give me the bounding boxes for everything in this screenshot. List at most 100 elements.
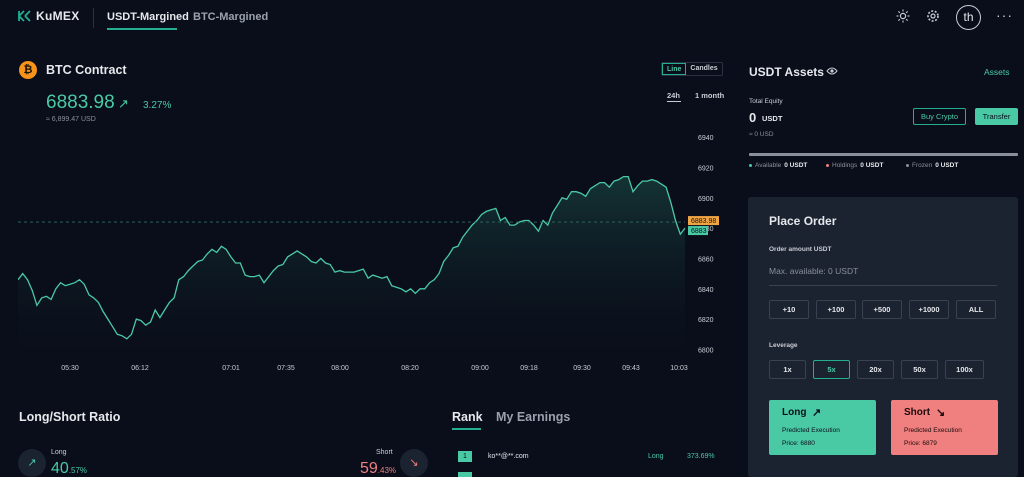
frozen-label: Frozen xyxy=(912,162,933,169)
tab-rank[interactable]: Rank xyxy=(452,410,483,424)
x-tick-label: 05:30 xyxy=(61,365,79,372)
long-ratio: 40.57% xyxy=(51,460,87,477)
top-navigation-bar: KuMEX USDT-Margined BTC-Margined th ··· xyxy=(0,0,1024,36)
amount-all-button[interactable]: ALL xyxy=(956,300,996,319)
y-tick-label: 6940 xyxy=(698,135,714,142)
amount-plus-10-button[interactable]: +10 xyxy=(769,300,809,319)
price-up-arrow-icon: ↗ xyxy=(118,96,129,111)
price-change-percent: 3.27% xyxy=(143,100,172,111)
kumex-logo[interactable]: KuMEX xyxy=(18,9,80,23)
current-price-tag xyxy=(688,216,719,226)
holdings-label: Holdings xyxy=(832,162,858,169)
short-arrow-icon: ↘ xyxy=(936,407,946,419)
legend-holdings: Holdings 0 USDT xyxy=(826,162,883,169)
order-amount-label: Order amount USDT xyxy=(769,246,832,253)
leverage-50x-button[interactable]: 50x xyxy=(901,360,938,379)
current-price-tag-text: 6883.98 xyxy=(691,218,716,225)
total-equity-label: Total Equity xyxy=(749,98,783,105)
long-predicted-price: Price: 6880 xyxy=(782,440,815,447)
user-avatar[interactable]: th xyxy=(956,5,981,30)
y-tick-label: 6820 xyxy=(698,317,714,324)
long-button[interactable]: Long ↗ Predicted Execution Price: 6880 xyxy=(769,400,876,455)
sun-icon[interactable] xyxy=(895,9,911,25)
rank-badge-next xyxy=(458,472,472,477)
gear-icon[interactable] xyxy=(925,9,941,25)
x-tick-label: 10:03 xyxy=(670,365,688,372)
leverage-label: Leverage xyxy=(769,342,798,349)
long-ratio-dec: .57% xyxy=(68,466,88,475)
total-equity-value: 0 xyxy=(749,110,757,125)
asset-distribution-bar xyxy=(749,153,1018,156)
total-equity-usd: ≈ 0 USD xyxy=(749,131,774,138)
y-tick-label: 6860 xyxy=(698,256,714,263)
tab-my-earnings[interactable]: My Earnings xyxy=(496,410,571,424)
legend-frozen: Frozen 0 USDT xyxy=(906,162,958,169)
more-menu-icon[interactable]: ··· xyxy=(996,7,1013,23)
place-order-title: Place Order xyxy=(769,214,837,228)
header-divider xyxy=(93,8,94,28)
kumex-logo-icon xyxy=(18,10,31,22)
active-tab-underline xyxy=(107,28,177,30)
eye-icon[interactable] xyxy=(826,66,838,76)
long-short-ratio-title: Long/Short Ratio xyxy=(19,410,121,424)
short-predicted-price: Price: 6879 xyxy=(904,440,937,447)
short-predicted-label: Predicted Execution xyxy=(904,427,962,434)
amount-plus-100-button[interactable]: +100 xyxy=(816,300,856,319)
leverage-100x-button[interactable]: 100x xyxy=(945,360,984,379)
view-line-button[interactable]: Line xyxy=(662,63,687,75)
order-amount-input[interactable]: Max. available: 0 USDT xyxy=(769,266,859,276)
price-area-chart[interactable]: 6940692069006880686068406820680005:3006:… xyxy=(18,125,719,380)
total-equity-unit: USDT xyxy=(762,114,783,123)
short-button[interactable]: Short ↘ Predicted Execution Price: 6879 xyxy=(891,400,998,455)
amount-plus-1000-button[interactable]: +1000 xyxy=(909,300,949,319)
long-label: Long xyxy=(51,449,67,456)
available-dot xyxy=(749,164,752,167)
x-tick-label: 09:18 xyxy=(520,365,538,372)
long-trend-icon: ↗ xyxy=(18,449,46,477)
transfer-button[interactable]: Transfer xyxy=(975,108,1018,125)
rank-badge: 1 xyxy=(458,451,472,462)
available-value: 0 USDT xyxy=(784,162,808,169)
holdings-dot xyxy=(826,164,829,167)
short-trend-icon: ↘ xyxy=(400,449,428,477)
range-1month-button[interactable]: 1 month xyxy=(695,91,725,100)
y-tick-label: 6800 xyxy=(698,347,714,354)
range-24h-button[interactable]: 24h xyxy=(667,91,680,100)
holdings-value: 0 USDT xyxy=(860,162,884,169)
current-price: 6883.98 xyxy=(46,92,115,113)
contract-title: BTC Contract xyxy=(46,63,127,77)
y-tick-label: 6920 xyxy=(698,165,714,172)
leverage-1x-button[interactable]: 1x xyxy=(769,360,806,379)
tab-btc-margined[interactable]: BTC-Margined xyxy=(193,11,269,23)
x-tick-label: 07:35 xyxy=(277,365,295,372)
leverage-20x-button[interactable]: 20x xyxy=(857,360,894,379)
x-tick-label: 09:43 xyxy=(622,365,640,372)
price-usd-equivalent: ≈ 6,899.47 USD xyxy=(46,116,96,123)
rank-tab-underline xyxy=(452,428,481,430)
available-label: Available xyxy=(755,162,782,169)
tab-usdt-margined[interactable]: USDT-Margined xyxy=(107,11,189,23)
long-button-title: Long xyxy=(782,407,807,418)
x-tick-label: 06:12 xyxy=(131,365,149,372)
frozen-dot xyxy=(906,164,909,167)
leverage-5x-button[interactable]: 5x xyxy=(813,360,850,379)
buy-crypto-button[interactable]: Buy Crypto xyxy=(913,108,966,125)
legend-available: Available 0 USDT xyxy=(749,162,807,169)
bitcoin-icon: ₿ xyxy=(19,61,37,79)
x-tick-label: 09:00 xyxy=(471,365,489,372)
price-area-fill xyxy=(18,176,685,357)
x-tick-label: 09:30 xyxy=(573,365,591,372)
long-arrow-icon: ↗ xyxy=(812,407,822,419)
chart-view-toggle: Line Candles xyxy=(661,62,723,76)
price-line xyxy=(18,175,686,340)
assets-link[interactable]: Assets xyxy=(984,67,1010,77)
y-tick-label: 6900 xyxy=(698,196,714,203)
range-active-underline xyxy=(667,101,681,102)
long-predicted-label: Predicted Execution xyxy=(782,427,840,434)
view-candles-button[interactable]: Candles xyxy=(690,65,718,72)
rank-percent: 373.69% xyxy=(687,453,715,460)
short-ratio-dec: .43% xyxy=(377,466,397,475)
usdt-assets-title: USDT Assets xyxy=(749,65,824,79)
order-amount-underline xyxy=(769,285,997,286)
amount-plus-500-button[interactable]: +500 xyxy=(862,300,902,319)
